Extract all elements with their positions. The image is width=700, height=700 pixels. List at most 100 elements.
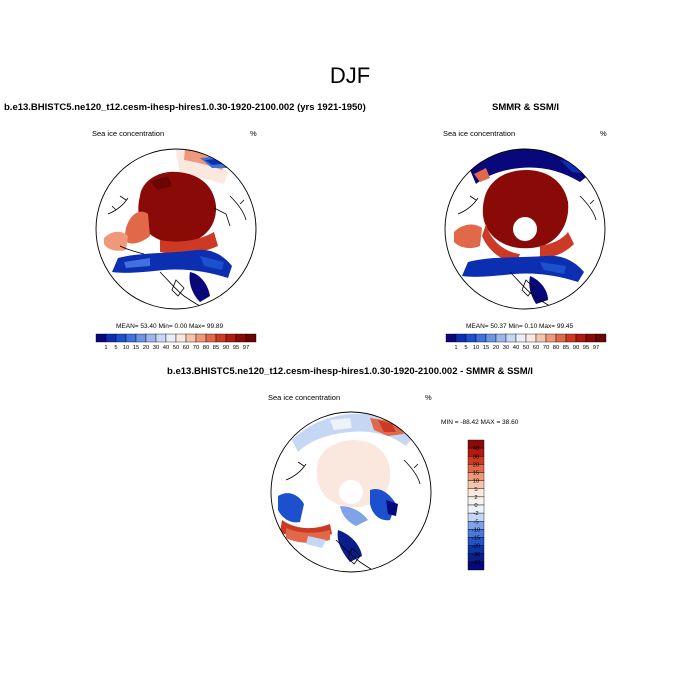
obs-colorbar-label: 60 bbox=[533, 345, 539, 351]
diff-pole-hole bbox=[339, 480, 363, 504]
diff-colorbar-label: -20 bbox=[472, 544, 480, 550]
model-colorbar-box bbox=[225, 333, 237, 343]
diff-colorbar-label: -10 bbox=[472, 527, 480, 533]
obs-colorbar-box bbox=[545, 333, 557, 343]
model-stats: MEAN= 53.40 Min= 0.00 Max= 99.89 bbox=[116, 323, 224, 330]
obs-map bbox=[445, 149, 605, 309]
obs-colorbar-label: 85 bbox=[563, 345, 569, 351]
obs-colorbar-label: 40 bbox=[513, 345, 519, 351]
obs-colorbar-label: 50 bbox=[523, 345, 529, 351]
diff-colorbar-label: 30 bbox=[473, 454, 479, 460]
obs-colorbar-box bbox=[455, 333, 467, 343]
model-colorbar-label: 40 bbox=[163, 345, 169, 351]
model-map bbox=[96, 149, 256, 309]
obs-map-border bbox=[444, 148, 606, 310]
model-colorbar-label: 15 bbox=[133, 345, 139, 351]
model-colorbar-label: 97 bbox=[243, 345, 249, 351]
diff-colorbar-label: 5 bbox=[474, 487, 477, 493]
model-colorbar-label: 85 bbox=[213, 345, 219, 351]
model-colorbar-label: 95 bbox=[233, 345, 239, 351]
model-variable-label: Sea ice concentration bbox=[92, 129, 165, 138]
obs-colorbar-label: 70 bbox=[543, 345, 549, 351]
model-colorbar-box bbox=[115, 333, 127, 343]
diff-colorbar-label: 10 bbox=[473, 479, 479, 485]
model-colorbar-box bbox=[145, 333, 157, 343]
obs-ice-central bbox=[482, 170, 569, 249]
model-colorbar-box bbox=[215, 333, 227, 343]
model-colorbar-box bbox=[245, 333, 257, 343]
obs-colorbar-box bbox=[505, 333, 517, 343]
obs-colorbar-label: 30 bbox=[503, 345, 509, 351]
model-colorbar-box bbox=[135, 333, 147, 343]
diff-colorbar-label: 2 bbox=[474, 495, 477, 501]
diff-panel-title: b.e13.BHISTC5.ne120_t12.cesm-ihesp-hires… bbox=[167, 366, 533, 377]
obs-colorbar-label: 80 bbox=[553, 345, 559, 351]
obs-stats: MEAN= 50.37 Min= 0.10 Max= 99.45 bbox=[466, 323, 574, 330]
model-colorbar-box bbox=[205, 333, 217, 343]
obs-variable-label: Sea ice concentration bbox=[443, 129, 516, 138]
obs-ice-margin bbox=[462, 255, 584, 282]
main-title: DJF bbox=[329, 63, 371, 88]
model-colorbar: 1 5 10 15 20 30 40 50 60 70 80 85 90 95 97 bbox=[95, 333, 257, 351]
model-colorbar-box bbox=[195, 333, 207, 343]
model-colorbar-box bbox=[185, 333, 197, 343]
obs-panel-title: SMMR & SSM/I bbox=[492, 102, 560, 113]
obs-colorbar: 1 5 10 15 20 30 40 50 60 70 80 85 90 95 97 bbox=[445, 333, 607, 351]
model-colorbar-label: 90 bbox=[223, 345, 229, 351]
diff-variable-label: Sea ice concentration bbox=[268, 393, 341, 402]
model-colorbar-box bbox=[95, 333, 107, 343]
obs-unit-label: % bbox=[600, 129, 607, 138]
model-colorbar-label: 50 bbox=[173, 345, 179, 351]
obs-colorbar-box bbox=[525, 333, 537, 343]
model-map-border bbox=[95, 148, 257, 310]
model-colorbar-box bbox=[235, 333, 247, 343]
obs-colorbar-label: 90 bbox=[573, 345, 579, 351]
diff-colorbar-label: 40 bbox=[473, 446, 479, 452]
model-colorbar-label: 20 bbox=[143, 345, 149, 351]
obs-colorbar-label: 5 bbox=[464, 345, 467, 351]
diff-stats: MIN = -88.42 MAX = 38.60 bbox=[441, 419, 519, 426]
diff-colorbar-label: -30 bbox=[472, 552, 480, 558]
diff-colorbar-box bbox=[467, 561, 485, 571]
model-colorbar-label: 5 bbox=[114, 345, 117, 351]
model-colorbar-label: 10 bbox=[123, 345, 129, 351]
obs-colorbar-box bbox=[535, 333, 547, 343]
obs-colorbar-box bbox=[555, 333, 567, 343]
obs-colorbar-box bbox=[445, 333, 457, 343]
obs-colorbar-box bbox=[485, 333, 497, 343]
obs-colorbar-box bbox=[495, 333, 507, 343]
obs-colorbar-box bbox=[585, 333, 597, 343]
model-colorbar-box bbox=[125, 333, 137, 343]
obs-colorbar-box bbox=[515, 333, 527, 343]
diff-colorbar-label: -2 bbox=[473, 511, 478, 517]
diff-colorbar-label: 0 bbox=[474, 503, 477, 509]
obs-colorbar-label: 20 bbox=[493, 345, 499, 351]
diff-colorbar-label: 20 bbox=[473, 462, 479, 468]
obs-pole-hole bbox=[513, 217, 537, 241]
obs-colorbar-label: 15 bbox=[483, 345, 489, 351]
model-colorbar-label: 1 bbox=[104, 345, 107, 351]
obs-colorbar-label: 95 bbox=[583, 345, 589, 351]
diff-colorbar-label: -5 bbox=[473, 519, 478, 525]
model-panel-title: b.e13.BHISTC5.ne120_t12.cesm-ihesp-hires… bbox=[4, 102, 366, 113]
model-unit-label: % bbox=[250, 129, 257, 138]
diff-map bbox=[271, 412, 431, 572]
model-colorbar-box bbox=[105, 333, 117, 343]
model-colorbar-label: 30 bbox=[153, 345, 159, 351]
model-colorbar-label: 70 bbox=[193, 345, 199, 351]
obs-colorbar-box bbox=[465, 333, 477, 343]
obs-colorbar-label: 1 bbox=[454, 345, 457, 351]
diff-unit-label: % bbox=[425, 393, 432, 402]
model-colorbar-label: 60 bbox=[183, 345, 189, 351]
diff-colorbar-label: 15 bbox=[473, 471, 479, 477]
diff-colorbar-label: -15 bbox=[472, 536, 480, 542]
obs-colorbar-box bbox=[595, 333, 607, 343]
obs-colorbar-box bbox=[565, 333, 577, 343]
model-colorbar-box bbox=[155, 333, 167, 343]
obs-colorbar-box bbox=[475, 333, 487, 343]
model-ice-central bbox=[138, 171, 217, 244]
obs-colorbar-label: 10 bbox=[473, 345, 479, 351]
diff-colorbar-label: -40 bbox=[472, 560, 480, 566]
obs-colorbar-box bbox=[575, 333, 587, 343]
